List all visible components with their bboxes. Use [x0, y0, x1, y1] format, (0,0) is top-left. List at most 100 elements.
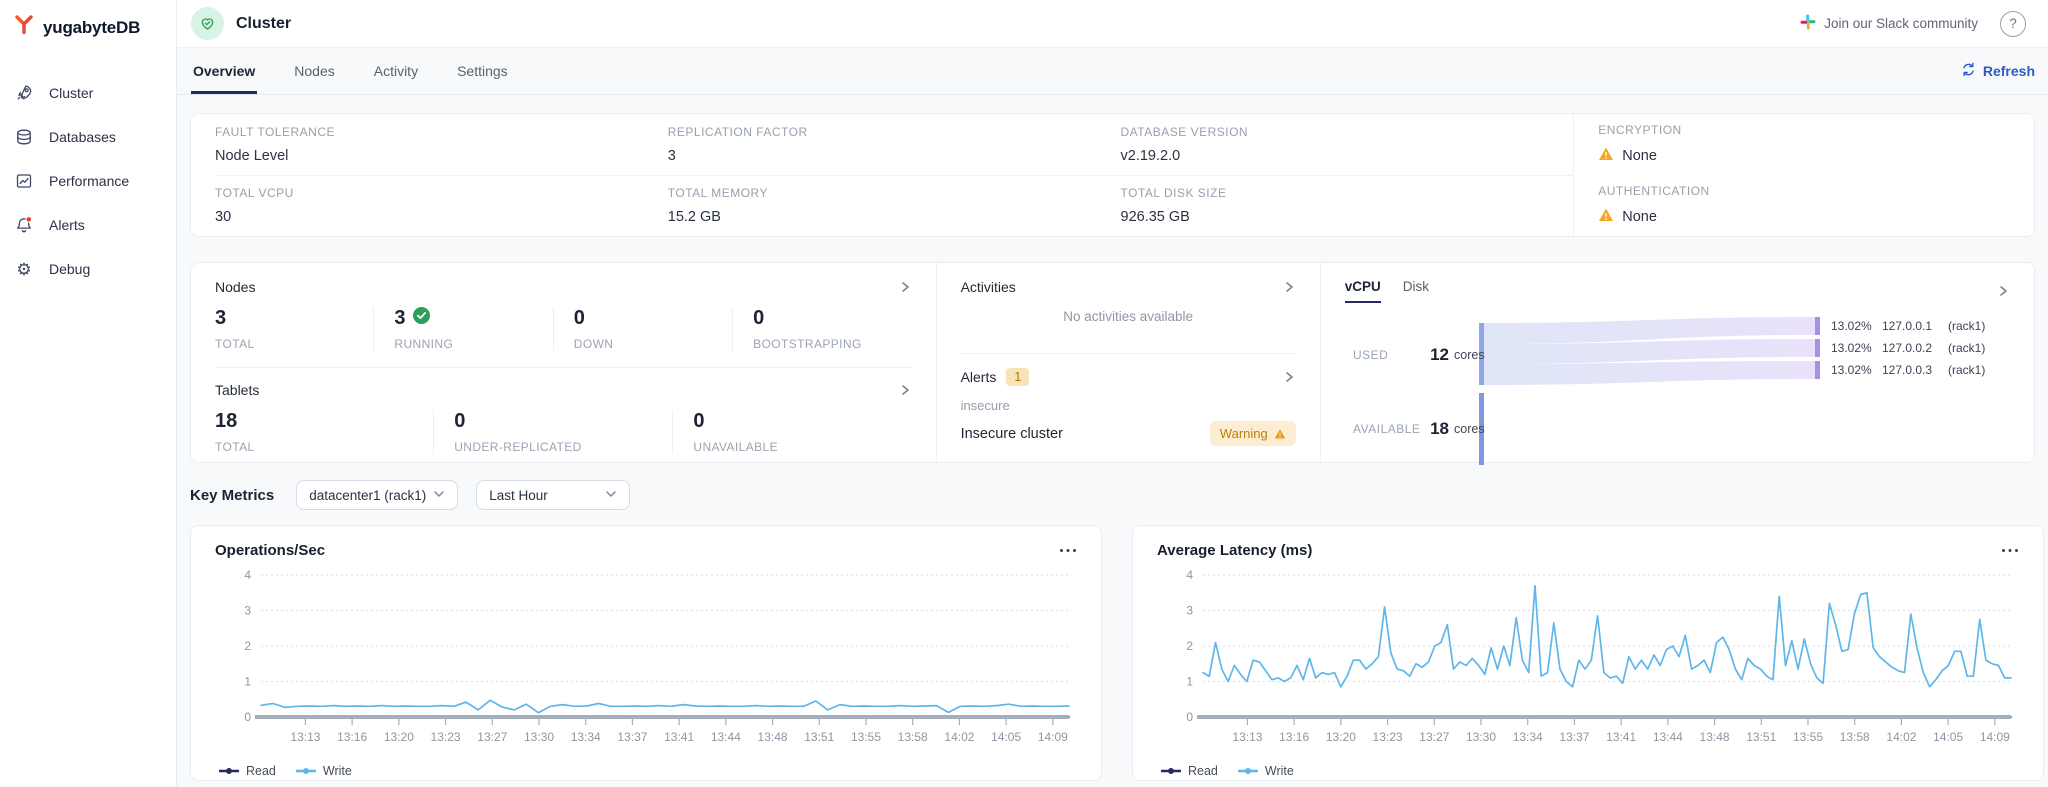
alert-name: insecure	[960, 398, 1010, 413]
refresh-icon	[1961, 62, 1976, 80]
tab-vcpu[interactable]: vCPU	[1344, 279, 1381, 303]
help-icon[interactable]: ?	[2000, 10, 2026, 37]
svg-text:14:09: 14:09	[1038, 730, 1068, 744]
sidebar-nav: Cluster Databases Performance	[0, 57, 176, 291]
svg-text:13:58: 13:58	[1840, 730, 1870, 744]
tab-disk[interactable]: Disk	[1402, 279, 1429, 294]
sidebar-item-performance[interactable]: Performance	[0, 159, 176, 203]
legend-read[interactable]: Read	[219, 764, 276, 778]
database-version-field: DATABASE VERSION v2.19.2.0	[1121, 114, 1574, 175]
available-unit: cores	[1454, 422, 1485, 436]
svg-text:13:55: 13:55	[851, 730, 881, 744]
node3-pct: 13.02%	[1831, 363, 1872, 377]
sidebar-item-databases[interactable]: Databases	[0, 115, 176, 159]
svg-text:14:02: 14:02	[1886, 730, 1916, 744]
legend-write-marker	[295, 768, 316, 774]
alerts-panel-title: Alerts	[960, 369, 997, 385]
svg-text:13:16: 13:16	[1279, 730, 1309, 744]
sidebar-item-cluster[interactable]: Cluster	[0, 71, 176, 115]
alerts-count-badge: 1	[1006, 368, 1030, 386]
warning-icon	[1274, 428, 1285, 438]
join-slack-link[interactable]: Join our Slack community	[1800, 14, 1978, 33]
usage-chevron-right-icon[interactable]	[1996, 284, 2010, 298]
node1-pct: 13.02%	[1831, 319, 1872, 333]
region-select[interactable]: datacenter1 (rack1)	[296, 480, 459, 510]
legend-write[interactable]: Write	[1237, 764, 1294, 778]
activities-empty-text: No activities available	[1063, 308, 1194, 324]
total-vcpu-field: TOTAL VCPU 30	[215, 176, 668, 237]
join-slack-label: Join our Slack community	[1824, 16, 1978, 31]
node2-ip: 127.0.0.2	[1882, 341, 1932, 355]
chart-menu-icon[interactable]	[2001, 548, 2019, 553]
tab-activity[interactable]: Activity	[373, 62, 419, 79]
alerts-chevron-right-icon[interactable]	[1282, 370, 1296, 384]
tablets-unavailable-stat: 0 UNAVAILABLE	[672, 410, 911, 454]
svg-text:13:20: 13:20	[384, 730, 414, 744]
svg-text:13:13: 13:13	[1232, 730, 1262, 744]
chart-legend: Read Write	[1157, 764, 2019, 778]
chevron-down-icon	[605, 488, 617, 503]
field-label: TOTAL VCPU	[215, 186, 294, 201]
used-label: USED	[1353, 348, 1388, 362]
stat-value: 0	[573, 307, 585, 329]
nodes-running-stat: 3 RUNNING	[373, 307, 552, 351]
time-range-select[interactable]: Last Hour	[476, 480, 631, 510]
activities-alerts-panel: Activities No activities available Alert…	[935, 263, 1321, 462]
field-label: TOTAL MEMORY	[667, 186, 768, 201]
svg-text:13:16: 13:16	[337, 730, 367, 744]
key-metrics-row: Key Metrics datacenter1 (rack1) Last Hou…	[190, 480, 2035, 510]
svg-text:14:05: 14:05	[991, 730, 1021, 744]
sidebar-item-debug[interactable]: ⚙ Debug	[0, 247, 176, 291]
node3-zone: (rack1)	[1948, 363, 1985, 377]
total-memory-field: TOTAL MEMORY 15.2 GB	[668, 176, 1121, 237]
yugabytedb-logo[interactable]: yugabyteDB	[0, 0, 176, 57]
tablets-chevron-right-icon[interactable]	[898, 383, 912, 397]
total-disk-field: TOTAL DISK SIZE 926.35 GB	[1121, 176, 1574, 237]
svg-text:13:55: 13:55	[1793, 730, 1823, 744]
svg-text:4: 4	[1186, 568, 1193, 582]
page-title: Cluster	[236, 14, 292, 32]
stat-label: TOTAL	[215, 337, 255, 351]
performance-icon	[14, 171, 34, 191]
refresh-button[interactable]: Refresh	[1961, 48, 2035, 94]
alert-row: Insecure cluster Warning	[961, 421, 1296, 446]
main-area: Cluster Join our Slack community ? Ov	[177, 0, 2048, 787]
svg-text:13:44: 13:44	[1653, 730, 1683, 744]
latency-chart-card: Average Latency (ms) 0 1 2 3 4 13:13 13:16 13:2…	[1132, 525, 2044, 781]
tab-nodes[interactable]: Nodes	[294, 62, 335, 79]
rocket-icon	[14, 83, 34, 103]
tab-settings[interactable]: Settings	[457, 62, 508, 79]
svg-text:4: 4	[244, 568, 251, 582]
authentication-field: AUTHENTICATION None	[1598, 175, 2034, 236]
chart-title: Operations/Sec	[215, 542, 326, 559]
svg-text:13:37: 13:37	[617, 730, 647, 744]
activities-chevron-right-icon[interactable]	[1282, 280, 1296, 294]
legend-write[interactable]: Write	[295, 764, 352, 778]
used-value: 12	[1430, 345, 1449, 364]
node1-ip: 127.0.0.1	[1882, 319, 1932, 333]
used-bar	[1478, 323, 1484, 385]
nodes-chevron-right-icon[interactable]	[898, 280, 912, 294]
stat-label: UNAVAILABLE	[693, 440, 779, 454]
stat-label: TOTAL	[215, 440, 255, 454]
sidebar-item-alerts[interactable]: Alerts	[0, 203, 176, 247]
svg-text:14:09: 14:09	[1980, 730, 2010, 744]
svg-text:13:30: 13:30	[1466, 730, 1496, 744]
svg-text:13:51: 13:51	[804, 730, 834, 744]
field-label: DATABASE VERSION	[1120, 124, 1249, 139]
vcpu-sankey-chart: USED 12 cores AVAILABLE 18 cores 13.02% …	[1345, 313, 2010, 470]
tablets-under-replicated-stat: 0 UNDER-REPLICATED	[433, 410, 672, 454]
svg-text:3: 3	[244, 604, 251, 618]
tablets-panel-title: Tablets	[215, 382, 260, 398]
legend-read[interactable]: Read	[1161, 764, 1218, 778]
tab-overview[interactable]: Overview	[191, 48, 258, 94]
stat-label: DOWN	[573, 337, 614, 351]
divider	[960, 353, 1296, 354]
cluster-info-card: FAULT TOLERANCE Node Level REPLICATION F…	[190, 113, 2035, 237]
region-select-value: datacenter1 (rack1)	[309, 487, 427, 503]
field-value: None	[1622, 209, 1657, 225]
used-unit: cores	[1454, 348, 1485, 362]
svg-text:14:05: 14:05	[1933, 730, 1963, 744]
field-label: TOTAL DISK SIZE	[1120, 186, 1227, 201]
chart-menu-icon[interactable]	[1059, 548, 1077, 553]
